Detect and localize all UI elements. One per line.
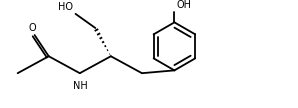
Text: OH: OH: [177, 0, 192, 10]
Text: O: O: [29, 23, 36, 33]
Text: NH: NH: [73, 81, 88, 91]
Text: HO: HO: [58, 2, 73, 12]
